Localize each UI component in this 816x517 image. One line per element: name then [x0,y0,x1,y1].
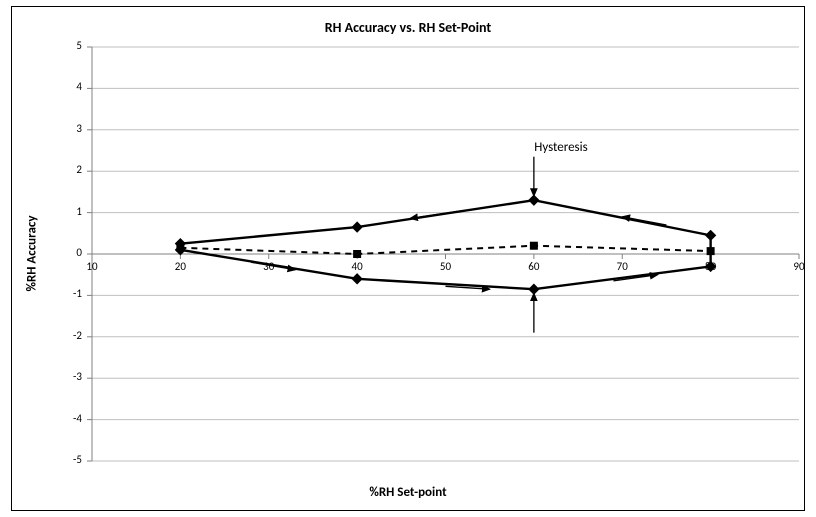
upper-left-segment [410,211,463,219]
x-tick-label: 20 [170,260,190,273]
marker-diamond [351,273,362,284]
y-tick-label: -4 [73,412,82,425]
y-tick-label: 3 [76,122,82,135]
x-tick-label: 30 [259,260,279,273]
x-tick-label: 10 [82,260,102,273]
y-tick-label: -2 [73,329,82,342]
upper-right-segment [622,217,666,225]
marker-square [707,247,715,255]
x-tick-label: 50 [436,260,456,273]
series-upper-loop [180,200,710,243]
x-tick-label: 40 [347,260,367,273]
series-mean [180,246,710,254]
y-tick-label: 2 [76,163,82,176]
x-tick-label: 60 [524,260,544,273]
x-tick-label: 70 [612,260,632,273]
marker-square [353,250,361,258]
marker-square [530,242,538,250]
chart-svg [12,7,806,512]
marker-diamond [528,284,539,295]
x-tick-label: 90 [789,260,809,273]
y-tick-label: -3 [73,370,82,383]
x-tick-label: 80 [701,260,721,273]
chart-frame: RH Accuracy vs. RH Set-Point %RH Set-poi… [11,6,805,511]
y-tick-label: 1 [76,205,82,218]
y-tick-label: -5 [73,453,82,466]
marker-diamond [351,221,362,232]
y-tick-label: 4 [76,80,82,93]
hysteresis-label: Hysteresis [534,140,587,155]
y-tick-label: 5 [76,39,82,52]
marker-diamond [528,195,539,206]
y-tick-label: 0 [76,246,82,259]
y-tick-label: -1 [73,287,82,300]
marker-square [176,244,184,252]
